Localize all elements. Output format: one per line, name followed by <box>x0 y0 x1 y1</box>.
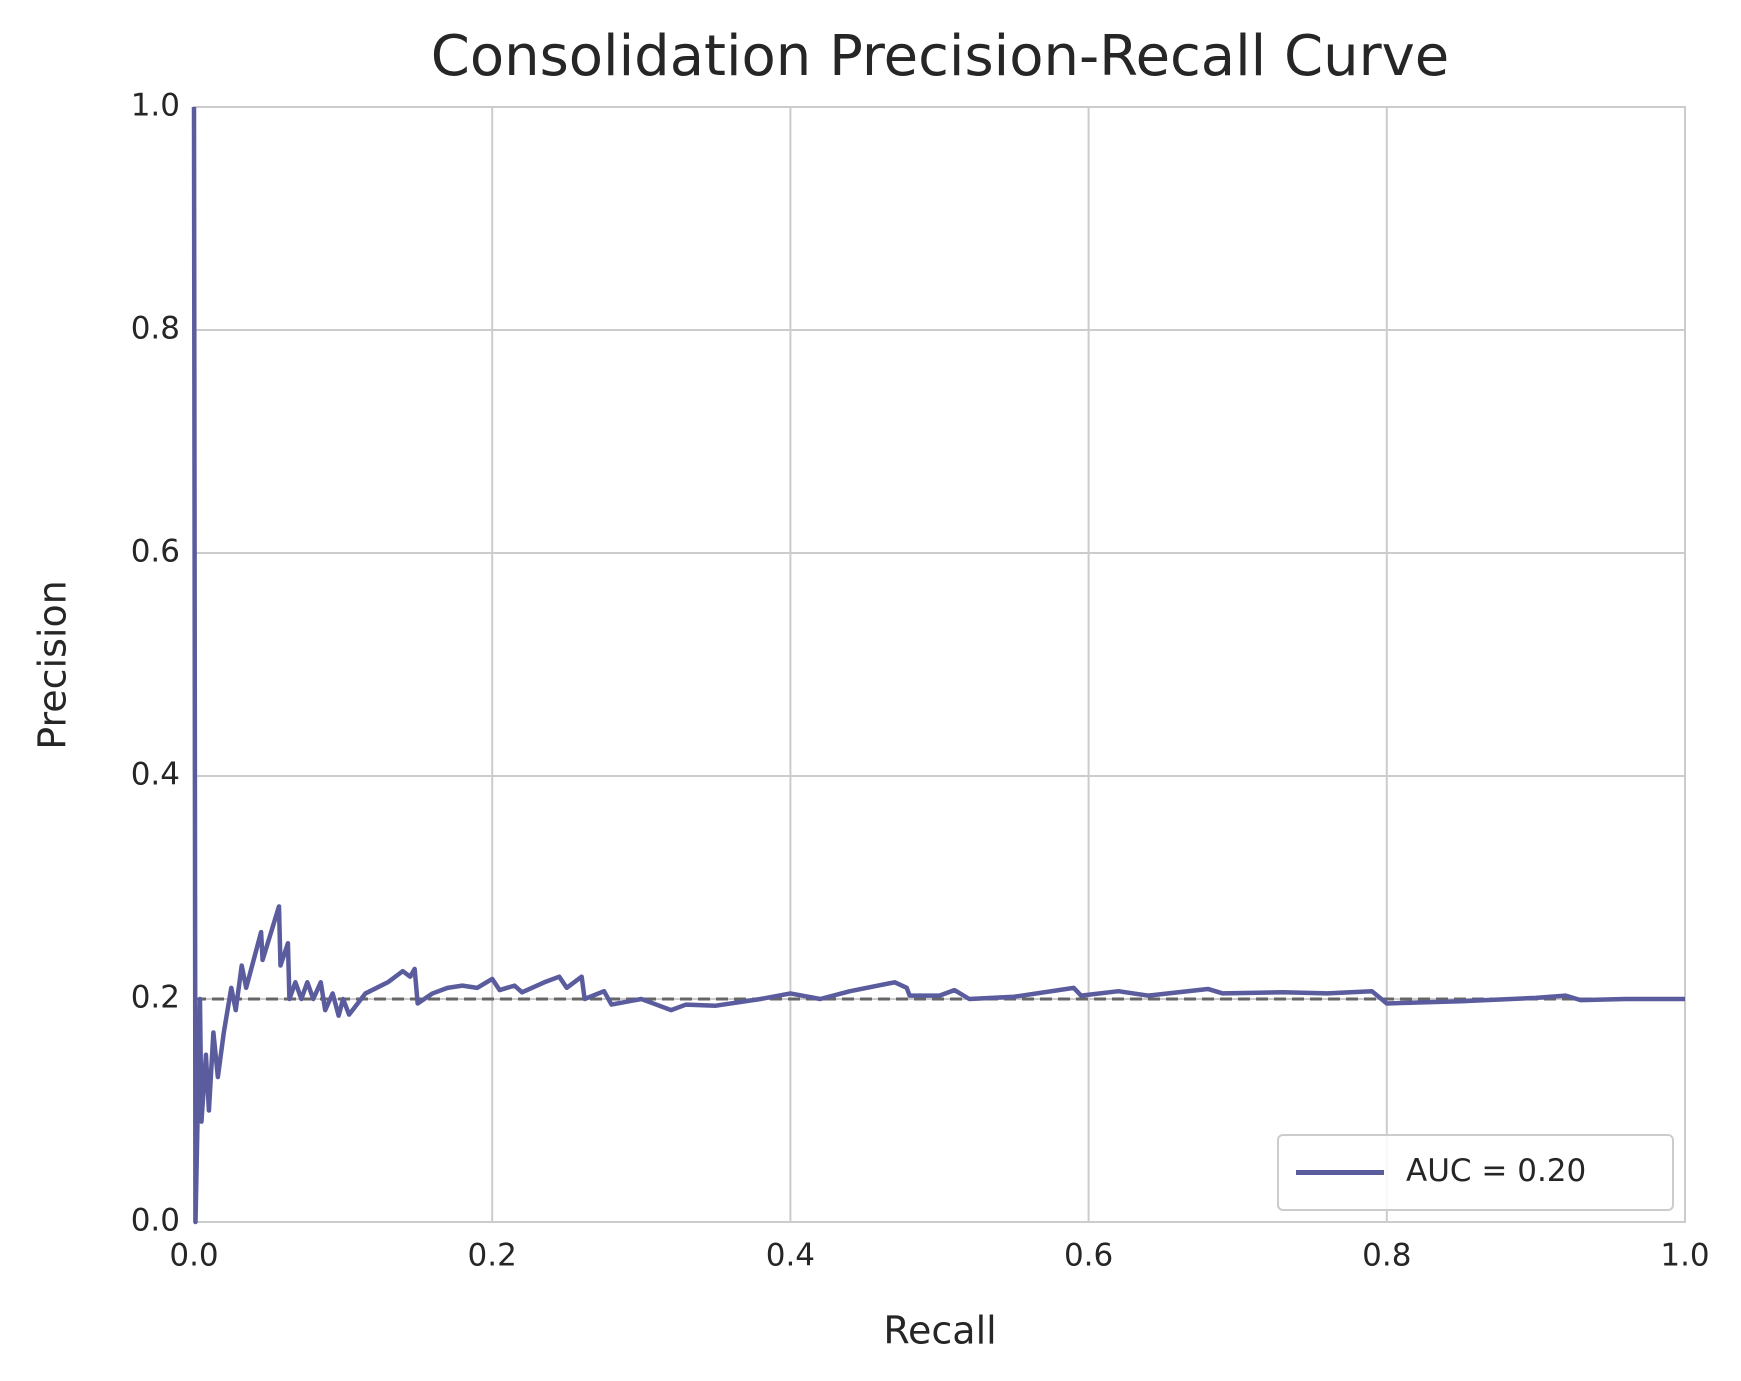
x-tick-label: 0.0 <box>169 1238 218 1274</box>
x-tick-label: 0.4 <box>766 1238 815 1274</box>
y-tick-label: 0.2 <box>131 980 180 1016</box>
x-axis-label: Recall <box>883 1309 996 1353</box>
y-tick-label: 0.8 <box>131 311 180 347</box>
legend-label: AUC = 0.20 <box>1406 1153 1586 1189</box>
x-tick-label: 1.0 <box>1660 1238 1709 1274</box>
x-tick-label: 0.6 <box>1064 1238 1113 1274</box>
y-tick-label: 0.4 <box>131 757 180 793</box>
chart-title: Consolidation Precision-Recall Curve <box>431 24 1450 89</box>
y-tick-label: 0.0 <box>131 1203 180 1239</box>
line-series <box>191 106 1685 1225</box>
x-tick-label: 0.8 <box>1362 1238 1411 1274</box>
legend-box <box>1277 1134 1674 1211</box>
y-tick-label: 0.6 <box>131 534 180 570</box>
x-tick-label: 0.2 <box>468 1238 517 1274</box>
y-tick-label: 1.0 <box>131 88 180 124</box>
y-axis-label: Precision <box>31 580 75 750</box>
